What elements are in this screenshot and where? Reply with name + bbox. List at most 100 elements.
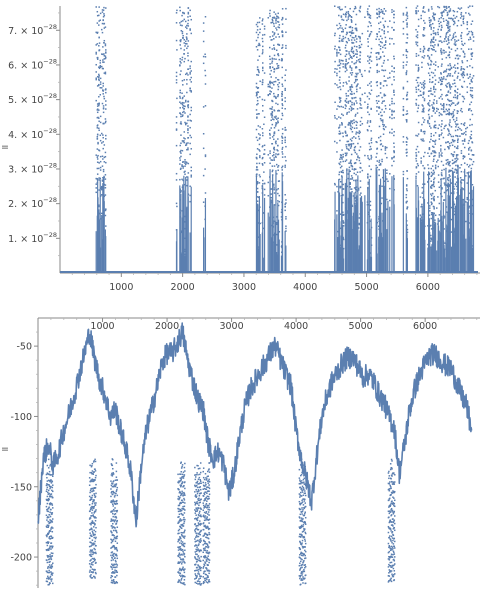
chart1-x-tick-label: 1000 [109, 282, 133, 293]
chart1-point [431, 41, 434, 43]
chart2-dropout-point [183, 569, 185, 572]
chart1-point [258, 162, 261, 165]
chart1-point [378, 22, 380, 25]
chart1-point [273, 146, 275, 149]
chart1-point [102, 46, 104, 48]
chart1-point [360, 167, 362, 169]
chart2-dropout-point [90, 498, 93, 501]
chart2-dropout-point [195, 540, 197, 542]
chart1-point [351, 122, 354, 125]
chart1-point [454, 158, 456, 160]
chart1-point [281, 142, 284, 144]
chart1-point [263, 227, 265, 230]
chart2-dropout-point [181, 508, 184, 510]
chart1-point [447, 177, 449, 179]
chart1-point [415, 41, 417, 43]
chart1-point [454, 17, 456, 19]
chart2-dropout-point [92, 542, 95, 544]
chart1-point [347, 18, 350, 20]
chart1-point [455, 181, 458, 183]
chart1-point [345, 13, 347, 16]
chart2-dropout-point [45, 484, 48, 487]
chart1-point [470, 101, 473, 103]
chart2-dropout-point [302, 561, 304, 564]
chart1-point [457, 19, 460, 22]
chart1-point [98, 84, 100, 87]
chart1-point [257, 209, 260, 212]
chart1-point [440, 40, 442, 42]
chart2-dropout-point [207, 504, 209, 507]
chart1-point [391, 70, 393, 72]
chart1-point [354, 162, 357, 164]
chart1-point [284, 89, 286, 92]
chart2-dropout-point [115, 581, 117, 584]
chart2-dropout-point [112, 571, 114, 573]
chart1-point [382, 123, 384, 126]
chart1-point [443, 106, 445, 109]
chart2-dropout-point [184, 509, 186, 511]
chart1-point [181, 92, 183, 94]
chart1-point [96, 135, 99, 138]
chart1-point [378, 44, 380, 46]
chart1-point [104, 178, 107, 180]
chart2-dropout-point [199, 515, 202, 517]
chart1-point [347, 90, 350, 92]
chart2-dropout-point [184, 583, 186, 586]
chart2-dropout-point [181, 574, 183, 577]
chart1-point [444, 148, 446, 151]
chart1-point [470, 23, 473, 25]
chart2-dropout-point [93, 524, 96, 526]
chart1-point [342, 81, 345, 84]
chart2-dropout-point [202, 547, 205, 550]
chart1-point [259, 28, 261, 31]
chart1-point [393, 155, 395, 158]
chart1-point [368, 113, 371, 116]
chart1-point [175, 144, 178, 147]
chart1-point [430, 28, 432, 30]
chart1-point [256, 49, 259, 51]
chart1-point [378, 164, 381, 166]
chart1-point [350, 143, 353, 145]
chart1-point [462, 179, 464, 181]
chart1-point [345, 16, 347, 18]
chart1-point [99, 121, 102, 124]
chart2-dropout-point [52, 475, 54, 478]
chart1-point [333, 115, 336, 117]
chart1-point [386, 198, 388, 201]
chart2-dropout-point [51, 520, 53, 522]
chart1-point [98, 212, 100, 215]
chart2-dropout-point [113, 572, 116, 574]
chart1-point [333, 140, 336, 143]
chart2-dropout-point [178, 546, 181, 548]
chart1-point [369, 33, 372, 35]
chart1-y-tick-exponent: −28 [43, 127, 57, 135]
chart1-point [175, 128, 178, 130]
chart1-point [259, 17, 261, 19]
chart2-dropout-point [299, 483, 302, 485]
chart1-point [393, 16, 395, 19]
chart2-dropout-point [47, 524, 49, 526]
chart1-point [281, 98, 284, 100]
chart1-point [95, 154, 97, 156]
chart1-point [376, 13, 379, 16]
chart1-point [456, 139, 459, 142]
chart2-dropout-point [110, 495, 112, 498]
chart2-dropout-point [204, 573, 207, 576]
chart1-point [443, 216, 446, 218]
chart1-point [454, 96, 457, 99]
chart1-point [405, 113, 408, 116]
chart1-point [184, 99, 187, 102]
chart1-point [436, 102, 438, 104]
chart2-dropout-point [52, 490, 54, 493]
chart1-point [370, 31, 373, 33]
chart1-point [339, 62, 342, 65]
chart1-point [271, 35, 274, 37]
chart1-point [273, 188, 275, 191]
chart2-dropout-point [91, 462, 94, 465]
chart1-point [353, 121, 355, 124]
chart2-dropout-point [89, 555, 92, 557]
chart1-point [273, 183, 275, 186]
chart1-point [454, 139, 456, 142]
chart2-dropout-point [202, 551, 204, 554]
chart2-dropout-point [114, 576, 117, 578]
